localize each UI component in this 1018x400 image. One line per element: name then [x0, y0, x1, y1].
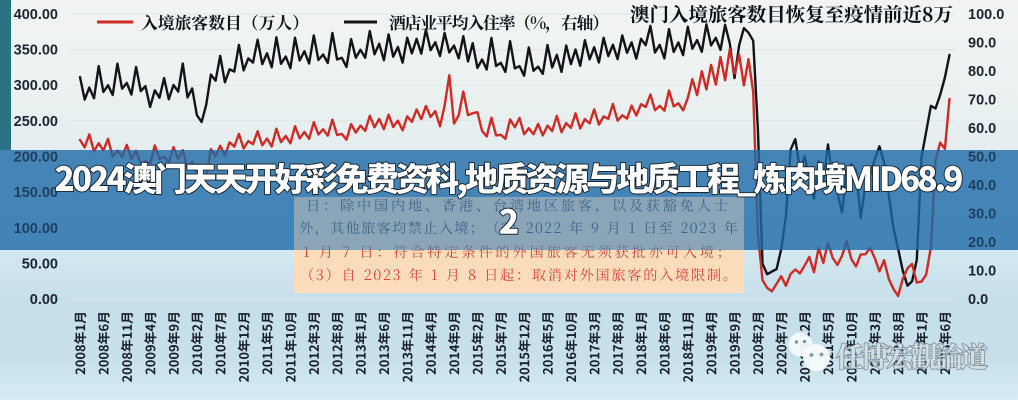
svg-text:10.0: 10.0 [968, 264, 996, 280]
svg-text:100.0: 100.0 [968, 7, 1004, 23]
svg-text:150.00: 150.00 [14, 185, 58, 201]
svg-text:200.00: 200.00 [14, 150, 58, 166]
svg-text:50.0: 50.0 [968, 150, 996, 166]
svg-text:70.0: 70.0 [968, 93, 996, 109]
svg-text:20.0: 20.0 [968, 235, 996, 251]
svg-text:350.00: 350.00 [14, 43, 58, 59]
svg-text:0.0: 0.0 [968, 292, 988, 308]
svg-text:100.00: 100.00 [14, 221, 58, 237]
svg-text:60.0: 60.0 [968, 121, 996, 137]
svg-text:400.00: 400.00 [14, 7, 58, 23]
svg-text:50.00: 50.00 [22, 256, 58, 272]
svg-text:80.0: 80.0 [968, 64, 996, 80]
svg-text:250.00: 250.00 [14, 114, 58, 130]
svg-text:300.00: 300.00 [14, 78, 58, 94]
svg-text:30.0: 30.0 [968, 207, 996, 223]
svg-text:0.00: 0.00 [30, 292, 58, 308]
svg-text:40.0: 40.0 [968, 178, 996, 194]
svg-text:90.0: 90.0 [968, 36, 996, 52]
